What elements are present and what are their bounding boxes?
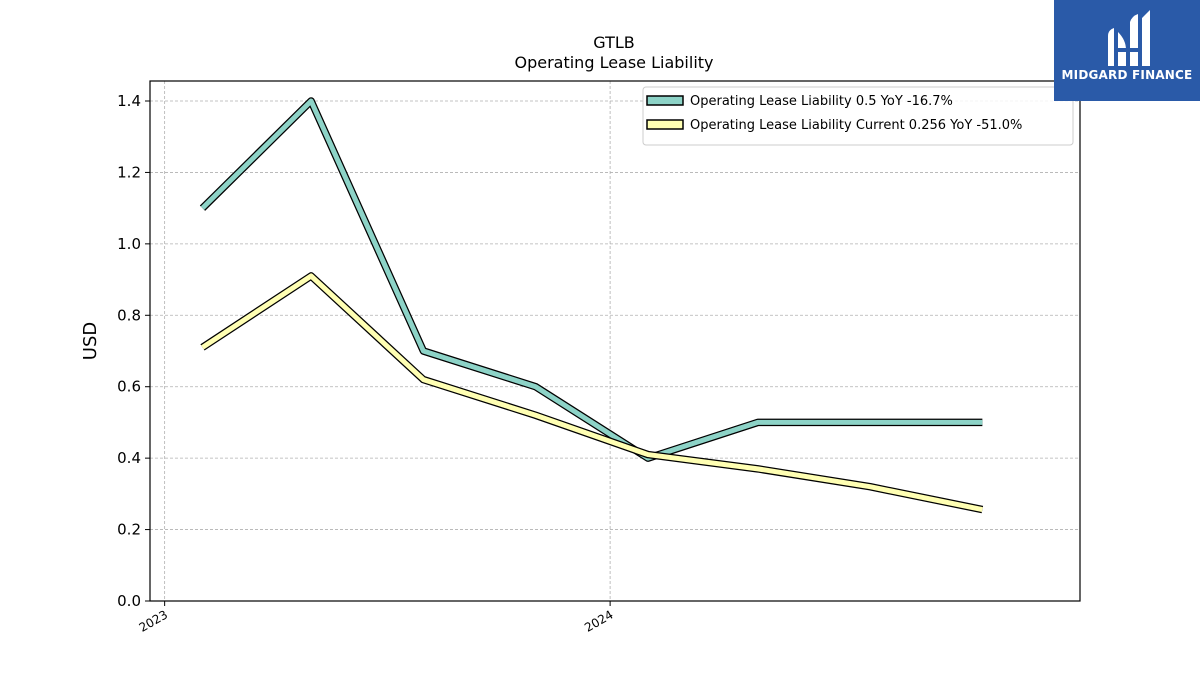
y-tick-label: 1.0	[117, 235, 141, 253]
y-tick-label: 0.4	[117, 449, 141, 467]
logo-mark-icon	[1108, 10, 1150, 66]
series-0-line	[200, 98, 983, 461]
x-tick-label: 2023	[137, 607, 170, 634]
y-axis: 0.0 0.2 0.4 0.6 0.8 1.0 1.2 1.4	[117, 92, 150, 610]
y-tick-label: 1.4	[117, 92, 141, 110]
series-lines	[199, 97, 984, 514]
y-axis-label: USD	[80, 322, 101, 360]
legend-swatch	[646, 95, 684, 106]
legend-label: Operating Lease Liability 0.5 YoY -16.7%	[690, 94, 953, 109]
brand-logo: MIDGARD FINANCE	[1054, 0, 1200, 101]
legend-swatch	[646, 119, 684, 130]
grid-lines	[150, 81, 1080, 602]
legend-label: Operating Lease Liability Current 0.256 …	[690, 118, 1022, 133]
logo-text: MIDGARD FINANCE	[1061, 68, 1193, 82]
legend: Operating Lease Liability 0.5 YoY -16.7%…	[642, 86, 1074, 146]
chart-title: GTLB	[593, 33, 635, 52]
series-1-outline	[200, 272, 984, 514]
x-tick-label: 2024	[582, 607, 615, 634]
y-tick-label: 0.6	[117, 378, 141, 396]
series-1-line	[201, 273, 983, 513]
y-tick-label: 0.8	[117, 306, 141, 324]
y-tick-label: 0.2	[117, 521, 141, 539]
x-axis: 2023 2024	[137, 601, 616, 635]
plot-area-frame	[149, 80, 1081, 602]
y-tick-label: 1.2	[117, 163, 141, 181]
chart-subtitle: Operating Lease Liability	[514, 53, 713, 72]
legend-box	[642, 86, 1074, 146]
y-tick-label: 0.0	[117, 592, 141, 610]
